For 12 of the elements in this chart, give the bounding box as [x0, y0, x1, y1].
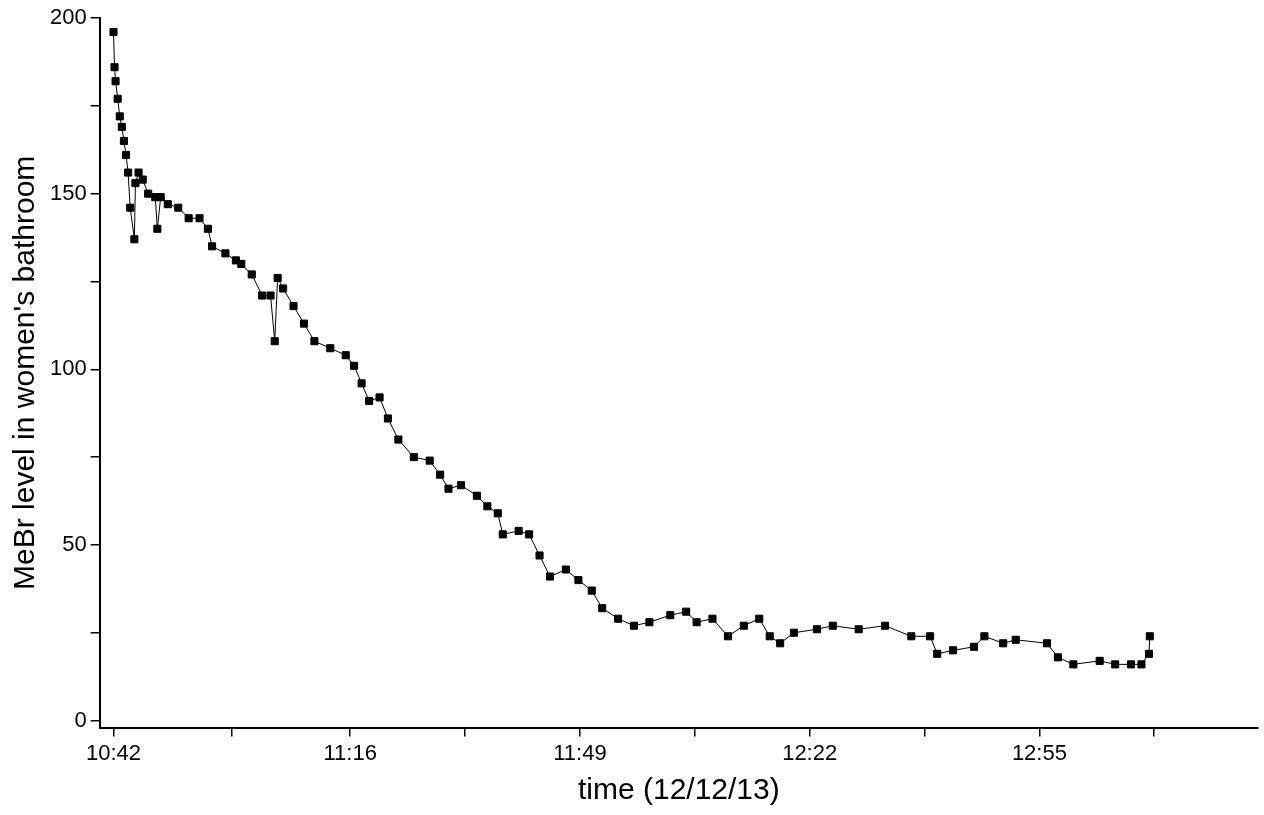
y-axis-title: MeBr level in women's bathroom: [7, 155, 41, 590]
x-axis-title: time (12/12/13): [577, 772, 780, 806]
y-tick-label: 150: [49, 179, 87, 205]
y-tick-label: 0: [74, 706, 87, 732]
x-tick-label: 12:22: [782, 739, 838, 765]
y-tick-label: 100: [49, 355, 87, 381]
x-tick-label: 10:42: [85, 739, 142, 765]
y-tick-label: 50: [62, 530, 87, 556]
y-tick-label: 200: [49, 4, 87, 30]
x-tick-label: 11:49: [553, 739, 607, 765]
x-tick-label: 12:55: [1011, 739, 1067, 765]
x-tick-label: 11:16: [323, 739, 377, 765]
